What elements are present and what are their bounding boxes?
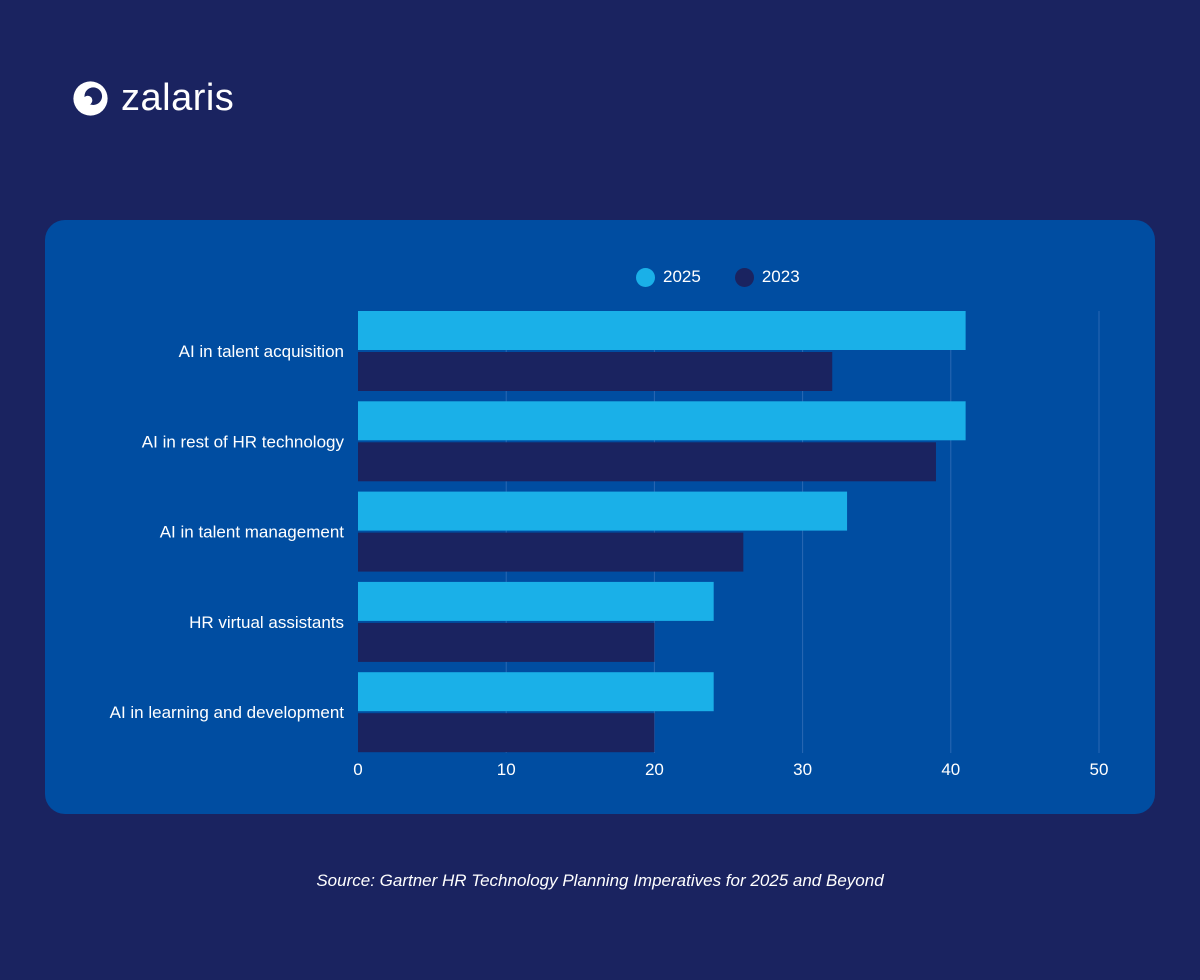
bar-2025-3 xyxy=(358,581,714,621)
bar-2023-0 xyxy=(358,352,833,391)
x-tick-50: 50 xyxy=(1090,760,1109,779)
category-label-3: HR virtual assistants xyxy=(189,613,344,632)
bar-2025-2 xyxy=(358,491,848,531)
bar-2025-1 xyxy=(358,401,966,441)
source-caption: Source: Gartner HR Technology Planning I… xyxy=(316,871,884,890)
brand-logo: zalaris xyxy=(72,77,235,119)
bar-2023-1 xyxy=(358,442,936,482)
legend-label-2025: 2025 xyxy=(663,267,701,286)
bar-2023-2 xyxy=(358,532,744,572)
legend-label-2023: 2023 xyxy=(761,267,800,286)
legend-item-2023: 2023 xyxy=(734,267,800,287)
chart-legend: 2025 2023 xyxy=(636,267,800,287)
legend-swatch-2023 xyxy=(734,267,754,287)
category-label-0: AI in talent acquisition xyxy=(179,342,344,361)
category-label-2: AI in talent management xyxy=(160,523,345,542)
category-label-1: AI in rest of HR technology xyxy=(142,432,345,451)
x-tick-20: 20 xyxy=(645,760,664,779)
x-tick-30: 30 xyxy=(793,760,812,779)
x-tick-40: 40 xyxy=(941,760,960,779)
legend-item-2025: 2025 xyxy=(636,267,701,287)
legend-swatch-2025 xyxy=(636,267,655,287)
x-tick-0: 0 xyxy=(353,760,362,779)
bar-2025-0 xyxy=(358,311,966,350)
bar-2025-4 xyxy=(358,672,714,712)
brand-name: zalaris xyxy=(121,77,235,119)
bar-2023-3 xyxy=(358,622,655,662)
bar-2023-4 xyxy=(358,713,655,753)
swirl-logo-icon xyxy=(73,81,108,116)
x-tick-10: 10 xyxy=(497,760,516,779)
category-label-4: AI in learning and development xyxy=(110,703,345,722)
